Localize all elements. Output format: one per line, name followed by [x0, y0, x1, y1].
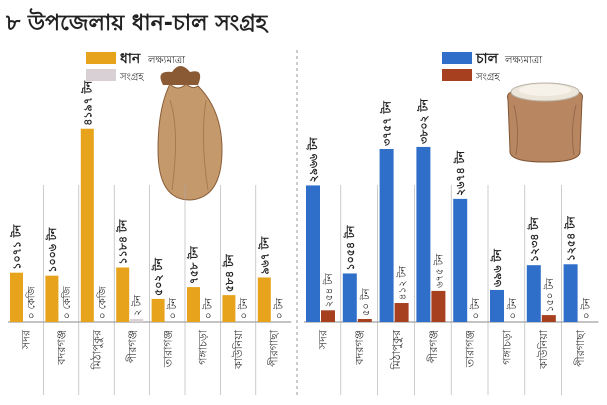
rice-legend: চাল লক্ষ্যমাত্রা সংগ্রহ — [442, 51, 543, 83]
rice-collected-value-label: ৬৭৫ টন — [432, 253, 445, 288]
rice-collected-value-label: ২৫৪ টন — [322, 272, 335, 307]
paddy-category-label: তারাগঞ্জ — [161, 330, 174, 368]
paddy-collected-value-label: ০ কেজি — [96, 285, 108, 319]
paddy-target-value-label: ১০০৬ টন — [45, 227, 59, 272]
paddy-target-value-label: ১০৭১ টন — [10, 224, 24, 269]
paddy-collected-label: সংগ্রহ — [119, 72, 144, 83]
rice-collected-bar — [321, 310, 335, 322]
paddy-collected-value-label: ০ টন — [202, 297, 215, 319]
rice-collected-swatch — [442, 69, 472, 81]
paddy-collected-value-label: ০ কেজি — [26, 285, 38, 319]
rice-collected-value-label: ৫০ টন — [359, 287, 372, 316]
rice-collected-value-label: ৪১২ টন — [396, 265, 409, 300]
paddy-target-value-label: ৪১৯৭ টন — [80, 80, 94, 125]
rice-target-value-label: ২৯৬৬ টন — [306, 137, 320, 182]
rice-target-bar — [563, 264, 578, 322]
rice-collected-value-label: ০ টন — [580, 297, 593, 319]
rice-category-label: কাউনিয়া — [537, 329, 550, 370]
rice-collected-label: সংগ্রহ — [475, 72, 500, 83]
paddy-category-label: বদরগঞ্জ — [55, 330, 68, 366]
paddy-target-bar — [80, 128, 94, 322]
paddy-target-bar — [257, 277, 271, 322]
paddy-target-label: লক্ষ্যমাত্রা — [147, 55, 186, 66]
paddy-category-label: গঙ্গাচড়া — [197, 329, 210, 364]
paddy-category-label: পীরগাছা — [268, 329, 281, 367]
paddy-sack-icon — [157, 66, 223, 201]
paddy-target-value-label: ৭৫৮ টন — [187, 246, 201, 284]
rice-target-bar — [379, 149, 394, 322]
rice-category-label: পীরগঞ্জ — [427, 330, 440, 363]
rice-category-label: পীরগাছা — [574, 329, 587, 367]
rice-target-bar — [526, 265, 541, 322]
paddy-target-swatch — [86, 52, 116, 64]
rice-category-label: তারাগঞ্জ — [464, 330, 477, 368]
rice-collected-bar — [394, 303, 409, 322]
plot-area: সদর ১০৭১ টন ০ কেজি বদরগঞ্জ ১০০৬ টন ০ কেজি মিঠা… — [8, 80, 599, 395]
paddy-collected-value-label: ০ টন — [166, 297, 179, 319]
paddy-target-value-label: ৫৮৪ টন — [222, 254, 236, 292]
paddy-target-value-label: ৯৬৭ টন — [257, 236, 271, 274]
rice-target-bar — [306, 185, 320, 322]
paddy-target-bar — [151, 298, 165, 322]
rice-target-value-label: ৩৭৫৭ টন — [380, 101, 394, 146]
paddy-target-bar — [10, 272, 23, 322]
rice-target-value-label: ৩৮০২ টন — [416, 99, 430, 144]
rice-target-value-label: ১০৫৪ টন — [343, 225, 357, 270]
rice-target-bar — [490, 289, 504, 322]
rice-target-bar — [453, 198, 468, 322]
rice-category-label: সদর — [316, 329, 329, 350]
paddy-collected-swatch — [86, 69, 116, 81]
paddy-collected-value-label: ০ টন — [272, 297, 285, 319]
paddy-bars: সদর ১০৭১ টন ০ কেজি বদরগঞ্জ ১০০৬ টন ০ কেজি মিঠা… — [8, 80, 292, 395]
paddy-category-label: সদর — [20, 329, 33, 350]
paddy-category-label: কাউনিয়া — [232, 329, 245, 370]
rice-target-value-label: ১২৫৪ টন — [564, 216, 578, 261]
paddy-target-bar — [187, 287, 200, 322]
rice-target-value-label: ২৬৭৪ টন — [453, 150, 467, 195]
rice-category-label: গঙ্গাচড়া — [500, 329, 513, 364]
paddy-target-bar — [116, 267, 130, 322]
rice-legend-title: চাল — [475, 51, 499, 67]
paddy-category-label: পীরগঞ্জ — [126, 330, 139, 363]
rice-category-label: মিঠাপুকুর — [390, 329, 403, 370]
rice-target-bar — [342, 273, 357, 322]
rice-collected-value-label: ০ টন — [506, 297, 519, 319]
rice-collected-value-label: ১৫০ টন — [543, 277, 556, 312]
rice-target-value-label: ১২৩৪ টন — [527, 217, 541, 262]
paddy-target-value-label: ৫০২ টন — [151, 258, 165, 296]
rice-sack-icon — [507, 82, 583, 163]
rice-target-swatch — [442, 52, 472, 64]
rice-bars: সদর ২৯৬৬ টন ২৫৪ টন বদরগঞ্জ ১০৫৪ টন ৫০ টন মিঠাপ… — [304, 99, 599, 395]
paddy-target-value-label: ১১৮৪ টন — [116, 219, 130, 264]
paddy-collected-bar — [130, 319, 144, 322]
rice-collected-bar — [431, 290, 446, 322]
paddy-target-bar — [222, 295, 236, 322]
paddy-legend-title: ধান — [120, 51, 141, 67]
rice-target-label: লক্ষ্যমাত্রা — [504, 55, 543, 66]
paddy-collected-value-label: ০ টন — [237, 297, 250, 319]
rice-collected-bar — [357, 319, 372, 322]
rice-target-bar — [416, 146, 431, 322]
paddy-target-bar — [45, 275, 59, 322]
rice-collected-value-label: ০ টন — [469, 297, 482, 319]
rice-category-label: বদরগঞ্জ — [353, 330, 366, 366]
rice-collected-bar — [541, 315, 556, 322]
paddy-collected-value-label: ০ কেজি — [61, 285, 73, 319]
paddy-legend: ধান লক্ষ্যমাত্রা সংগ্রহ — [86, 51, 186, 83]
paddy-category-label: মিঠাপুকুর — [91, 329, 104, 370]
paddy-collected-value-label: ২ টন — [131, 294, 144, 316]
rice-target-value-label: ৬৯৬ টন — [490, 249, 504, 287]
chart-title: ৮ উপজেলায় ধান-চাল সংগ্রহ — [5, 8, 270, 36]
